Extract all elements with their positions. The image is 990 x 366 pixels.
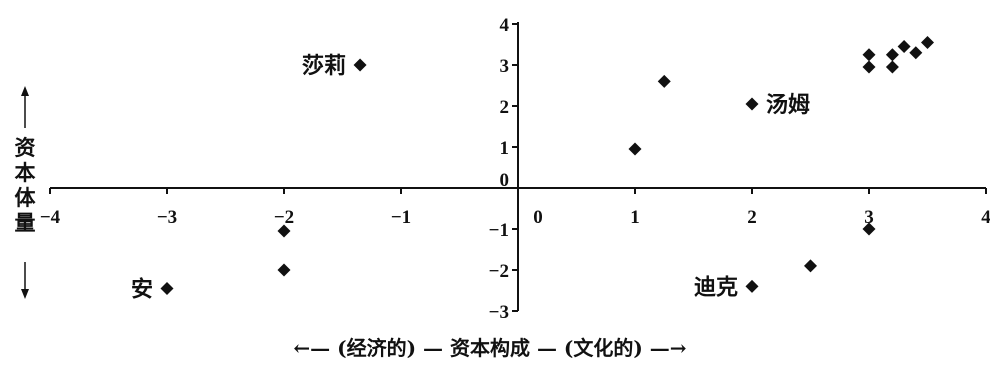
x-tick-label: −4	[40, 207, 61, 228]
data-point	[897, 40, 911, 54]
data-point	[628, 142, 642, 156]
data-point	[862, 60, 876, 74]
data-point	[277, 224, 291, 238]
data-point	[657, 74, 671, 88]
x-tick-label: 4	[981, 207, 990, 228]
y-label-char: 体	[15, 185, 37, 210]
x-tick-label: 1	[630, 207, 640, 228]
data-point	[353, 58, 367, 72]
y-tick-label: −2	[489, 261, 509, 282]
y-tick-label: −3	[489, 302, 509, 323]
y-tick-label: 0	[500, 170, 510, 191]
data-point	[909, 46, 923, 60]
point-label: 汤姆	[766, 92, 810, 118]
point-label: 迪克	[694, 274, 738, 300]
y-label-arrowhead-down	[21, 289, 29, 299]
point-label: 莎莉	[302, 53, 346, 79]
y-label-char: 本	[15, 160, 36, 185]
y-tick-label: −1	[489, 220, 509, 241]
data-point	[160, 281, 174, 295]
x-tick-label: 0	[533, 207, 543, 228]
y-tick-label: 1	[500, 138, 510, 159]
x-tick-label: −1	[391, 207, 411, 228]
y-tick-label: 4	[500, 15, 510, 36]
y-label-arrowhead-up	[21, 86, 29, 96]
x-axis-label: ←— (经济的) — 资本构成 — (文化的) —→	[293, 336, 686, 360]
data-point	[804, 259, 817, 273]
y-tick-label: 2	[500, 97, 510, 118]
data-point	[862, 48, 876, 62]
y-label-char: 资	[15, 135, 36, 160]
data-point	[885, 48, 899, 62]
axes	[49, 22, 987, 312]
data-point	[277, 263, 291, 277]
x-tick-label: 3	[864, 207, 874, 228]
x-tick-label: −3	[157, 207, 177, 228]
data-point	[862, 222, 876, 236]
x-tick-label: −2	[274, 207, 294, 228]
tick-labels: −4 −3 −2 −1 0 1 2 3 4 4 3 2 1 0 −1 −2 −3	[40, 15, 990, 323]
data-point	[745, 279, 759, 293]
y-label-char: 量	[15, 210, 36, 235]
data-point	[921, 35, 934, 49]
x-tick-label: 2	[747, 207, 757, 228]
data-point	[885, 60, 899, 74]
data-point	[745, 97, 759, 111]
point-label: 安	[131, 276, 153, 302]
y-tick-label: 3	[500, 56, 510, 77]
